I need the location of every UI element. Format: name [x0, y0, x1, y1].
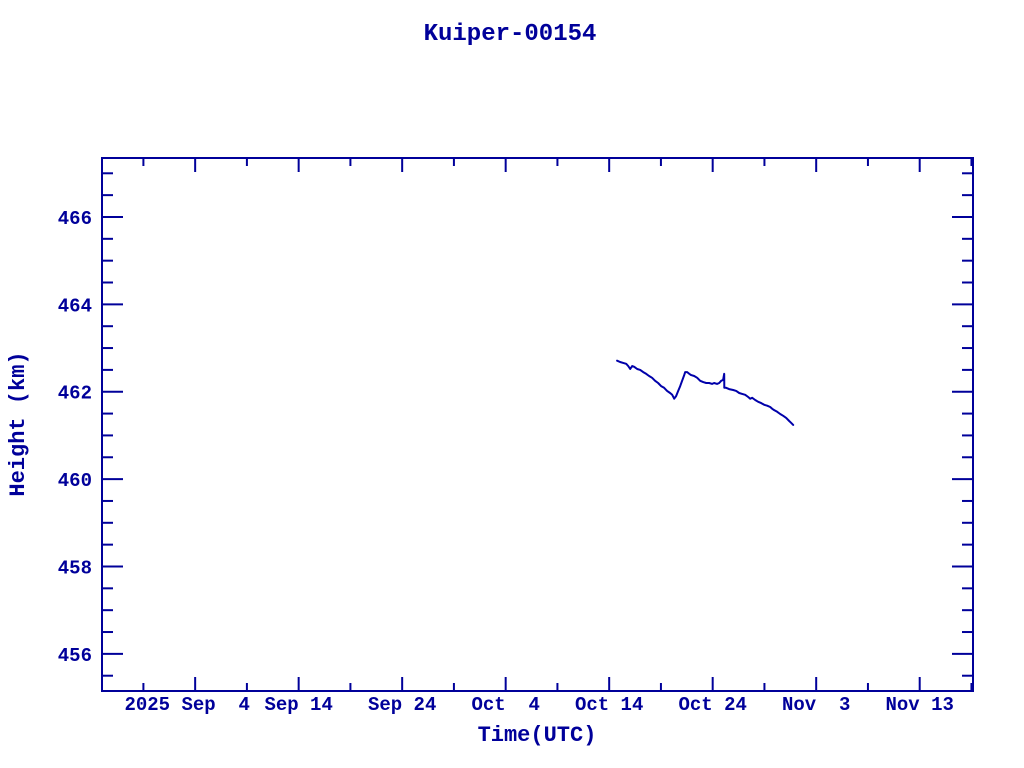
- x-tick-label: Sep 14: [264, 694, 332, 716]
- y-tick-label: 466: [58, 208, 92, 230]
- y-axis-label: Height (km): [6, 351, 31, 496]
- x-tick-label: Nov 3: [782, 694, 850, 716]
- y-tick-label: 464: [58, 295, 92, 317]
- plot-frame: [101, 157, 974, 692]
- x-tick-label: Sep 24: [368, 694, 436, 716]
- series-layer: [616, 359, 795, 426]
- axes-layer: 2025 Sep 4 Sep 14 Sep 24 Oct 4 Oct 14 Oct 24 N…: [58, 157, 974, 716]
- x-tick-label: Oct 24: [678, 694, 746, 716]
- y-tick-label: 456: [58, 645, 92, 667]
- x-tick-label: Nov 13: [885, 694, 953, 716]
- height-series-line: [616, 359, 795, 426]
- x-axis-label: Time(UTC): [478, 723, 597, 748]
- x-tick-label: Oct 4: [471, 694, 539, 716]
- chart-title: Kuiper-00154: [424, 21, 597, 48]
- x-tick-label: Oct 14: [575, 694, 643, 716]
- y-tick-label: 460: [58, 470, 92, 492]
- y-tick-label: 458: [58, 557, 92, 579]
- y-tick-label: 462: [58, 383, 92, 405]
- x-tick-label: 2025 Sep 4: [124, 694, 249, 716]
